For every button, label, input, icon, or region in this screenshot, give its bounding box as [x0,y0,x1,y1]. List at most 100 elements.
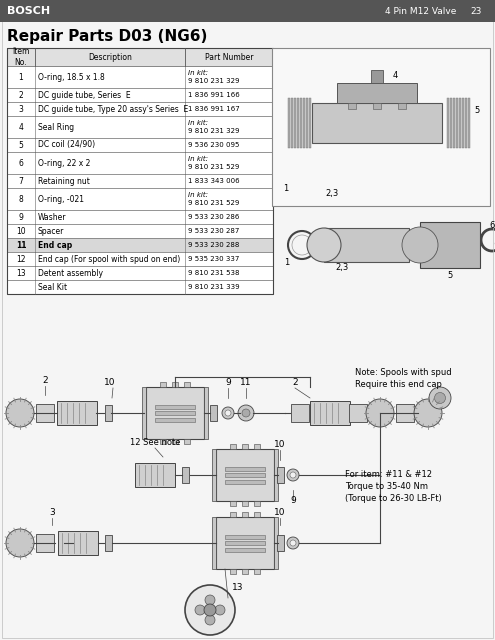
Bar [0,0,495,22]
Bar [230,569,236,574]
Bar [7,48,273,294]
Bar [459,98,461,148]
Bar [155,404,196,408]
Bar [7,66,273,88]
Bar [216,517,274,569]
Circle shape [204,604,216,616]
Bar [450,98,452,148]
Text: 9 535 230 337: 9 535 230 337 [188,256,240,262]
Bar [306,98,308,148]
Circle shape [195,605,205,615]
Bar [160,439,166,444]
Bar [7,224,273,238]
Text: 2: 2 [42,376,48,385]
Bar [7,188,273,210]
Text: 1 833 343 006: 1 833 343 006 [188,178,240,184]
Bar [7,138,273,152]
Text: DC guide tube, Type 20 assy's Series  E: DC guide tube, Type 20 assy's Series E [38,104,188,113]
Text: 11: 11 [240,378,252,387]
Text: 9 533 230 288: 9 533 230 288 [188,242,240,248]
Text: 1: 1 [284,258,290,267]
Text: Detent assembly: Detent assembly [38,269,103,278]
Bar [7,152,273,174]
Text: O-ring, 18.5 x 1.8: O-ring, 18.5 x 1.8 [38,72,105,81]
Bar [303,98,305,148]
Bar [225,547,265,552]
Text: 9 810 231 339: 9 810 231 339 [188,284,240,290]
Bar [36,534,54,552]
Text: 4: 4 [19,122,23,131]
Bar [337,83,417,103]
Text: 3: 3 [49,508,55,517]
Text: 9 536 230 095: 9 536 230 095 [188,142,240,148]
Bar [146,387,204,439]
Bar [277,535,284,551]
Text: 9: 9 [290,496,296,505]
Bar [242,569,248,574]
Bar [468,98,470,148]
Text: O-ring, -021: O-ring, -021 [38,195,84,204]
Circle shape [287,469,299,481]
Text: O-ring, 22 x 2: O-ring, 22 x 2 [38,159,91,168]
Bar [7,280,273,294]
Text: Washer: Washer [38,212,66,221]
Text: Seal Ring: Seal Ring [38,122,74,131]
Bar [204,387,208,439]
Bar [225,479,265,483]
Circle shape [287,537,299,549]
Bar [184,439,190,444]
Text: 9 810 231 538: 9 810 231 538 [188,270,240,276]
Bar [420,222,480,268]
Bar [36,404,54,422]
Text: Part Number: Part Number [205,52,253,61]
Bar [57,401,97,425]
Bar [212,449,216,501]
Text: 12: 12 [16,255,26,264]
Text: DC coil (24/90): DC coil (24/90) [38,141,95,150]
Bar [294,98,296,148]
Bar [291,98,293,148]
Bar [7,210,273,224]
Text: Note: Spools with spud
Require this end cap: Note: Spools with spud Require this end … [355,368,451,388]
Bar [254,444,260,449]
Bar [0,375,495,640]
Circle shape [290,540,296,546]
Bar [172,439,178,444]
Text: BOSCH: BOSCH [7,6,50,16]
Bar [230,501,236,506]
Text: 6: 6 [490,221,495,230]
Bar [135,463,175,487]
Text: 7: 7 [19,177,23,186]
Bar [172,382,178,387]
Text: For item: #11 & #12
Torque to 35-40 Nm
(Torque to 26-30 LB-Ft): For item: #11 & #12 Torque to 35-40 Nm (… [345,470,442,502]
Bar [209,405,216,421]
Text: 1 836 991 167: 1 836 991 167 [188,106,240,112]
Bar [254,569,260,574]
Text: Spacer: Spacer [38,227,64,236]
Bar [312,103,442,143]
Bar [225,541,265,545]
Bar [7,88,273,102]
Circle shape [402,227,438,263]
Bar [291,404,309,422]
Text: 8: 8 [19,195,23,204]
Bar [297,98,299,148]
Text: 9 810 231 529: 9 810 231 529 [188,164,240,170]
Bar [225,473,265,477]
Text: 5: 5 [19,141,23,150]
Circle shape [205,595,215,605]
Text: End cap: End cap [38,241,72,250]
Bar [160,382,166,387]
Bar [272,48,490,206]
Text: 9 533 230 286: 9 533 230 286 [188,214,240,220]
Text: 2,3: 2,3 [325,189,339,198]
Circle shape [6,529,34,557]
Bar [104,405,111,421]
Text: 9 810 231 329: 9 810 231 329 [188,78,240,84]
Bar [398,103,406,109]
Bar [274,517,278,569]
Text: Retaining nut: Retaining nut [38,177,90,186]
Text: 11: 11 [16,241,26,250]
Text: 9: 9 [225,378,231,387]
Text: 6: 6 [19,159,23,168]
